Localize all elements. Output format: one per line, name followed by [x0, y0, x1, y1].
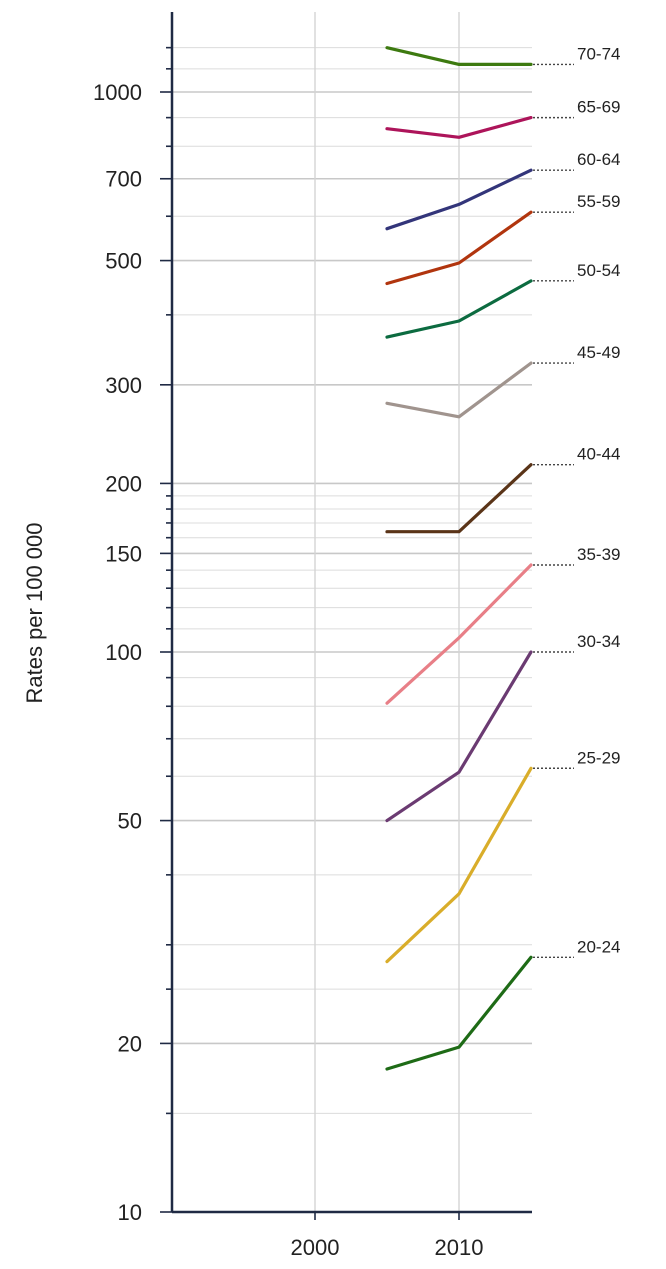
series-line-70-74: [385, 46, 533, 67]
series-label-45-49: 45-49: [577, 343, 620, 362]
series-line-40-44: [385, 463, 533, 534]
grid: [172, 12, 532, 1213]
series-labels: 20-24 25-29 30-34 35-39 40-44 45-49 50-54 55-59…: [533, 44, 620, 958]
series-label-30-34: 30-34: [577, 632, 620, 651]
series-line-30-34: [385, 650, 533, 823]
y-tick-label: 150: [105, 541, 142, 566]
series-label-70-74: 70-74: [577, 44, 620, 63]
series-label-65-69: 65-69: [577, 98, 620, 117]
series-line-50-54: [385, 279, 533, 339]
series-line-25-29: [385, 766, 533, 964]
y-tick-label: 200: [105, 471, 142, 496]
axes: 10 20 50 100 150 200 300 500 700 1000 2000 2010: [93, 12, 532, 1260]
series-label-60-64: 60-64: [577, 150, 620, 169]
series-lines: [385, 46, 533, 1071]
series-label-55-59: 55-59: [577, 192, 620, 211]
y-axis-title: Rates per 100 000: [22, 522, 47, 703]
series-label-35-39: 35-39: [577, 545, 620, 564]
series-line-65-69: [385, 115, 533, 139]
y-tick-label: 1000: [93, 80, 142, 105]
series-line-55-59: [385, 210, 533, 286]
series-line-35-39: [385, 563, 533, 705]
y-tick-label: 500: [105, 249, 142, 274]
y-tick-label: 20: [118, 1031, 142, 1056]
y-tick-label: 700: [105, 167, 142, 192]
y-tick-label: 300: [105, 373, 142, 398]
y-tick-label: 10: [118, 1200, 142, 1225]
series-label-20-24: 20-24: [577, 937, 620, 956]
series-line-45-49: [385, 361, 533, 419]
series-label-25-29: 25-29: [577, 748, 620, 767]
y-tick-label: 50: [118, 809, 142, 834]
x-tick-label: 2010: [435, 1235, 484, 1260]
series-label-50-54: 50-54: [577, 261, 620, 280]
series-line-20-24: [385, 955, 533, 1071]
y-tick-label: 100: [105, 640, 142, 665]
series-line-60-64: [385, 168, 533, 231]
series-label-40-44: 40-44: [577, 445, 620, 464]
x-tick-label: 2000: [291, 1235, 340, 1260]
